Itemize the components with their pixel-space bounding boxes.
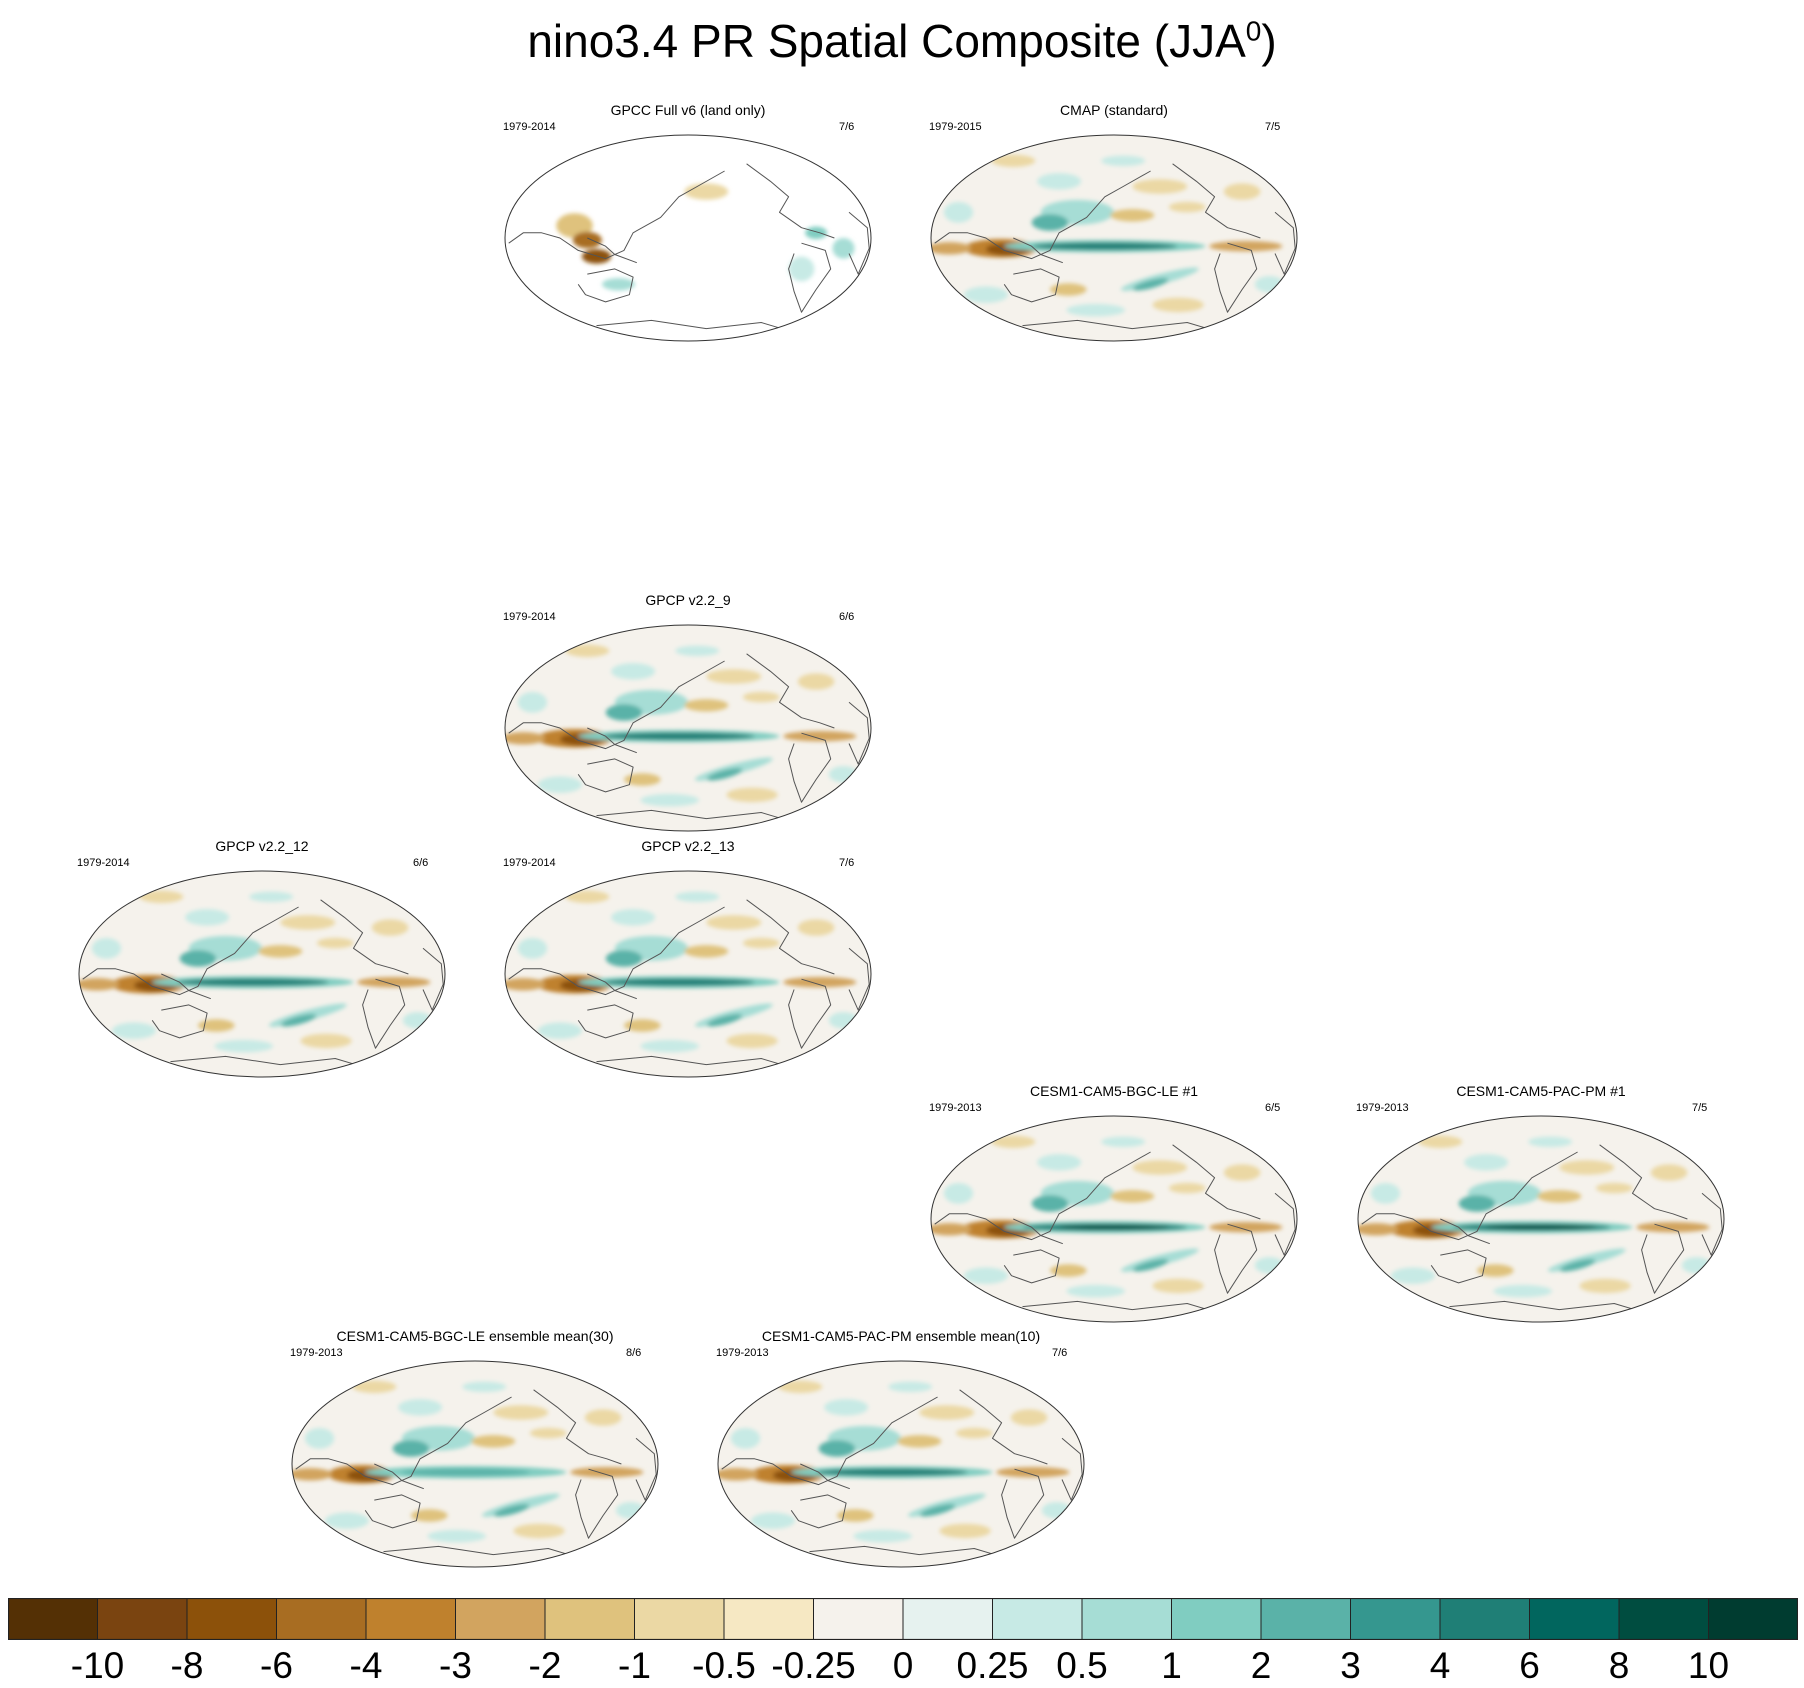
- map-border: [930, 1115, 1298, 1323]
- map-border: [504, 870, 872, 1078]
- page-title-text: nino3.4 PR Spatial Composite (JJA: [527, 15, 1246, 67]
- panel-ratio: 7/5: [1265, 121, 1281, 133]
- panel-title: GPCC Full v6 (land only): [610, 102, 766, 118]
- colorbar-tick-label: 1: [1161, 1645, 1182, 1686]
- page-title-superscript: 0: [1245, 15, 1262, 47]
- panel-years: 1979-2014: [77, 857, 130, 869]
- world-map: [78, 870, 446, 1078]
- panel-title: GPCP v2.2_12: [215, 838, 309, 854]
- panel-title: CMAP (standard): [1060, 102, 1168, 118]
- panel-ratio: 7/5: [1692, 1102, 1708, 1114]
- colorbar-swatch: [1350, 1598, 1441, 1640]
- panel-ratio: 7/6: [1052, 1347, 1068, 1359]
- colorbar-tick-label: -0.5: [692, 1645, 756, 1686]
- colorbar-tick-label: 0.25: [956, 1645, 1029, 1686]
- panel-ratio: 8/6: [626, 1347, 642, 1359]
- world-map: [291, 1360, 659, 1568]
- colorbar-swatch: [1171, 1598, 1262, 1640]
- panel-title: GPCP v2.2_13: [641, 838, 735, 854]
- colorbar-tick-label: 4: [1429, 1645, 1451, 1686]
- page-title: nino3.4 PR Spatial Composite (JJA0): [0, 10, 1804, 72]
- colorbar-tick-label: -0.25: [771, 1645, 856, 1686]
- map-panel: GPCC Full v6 (land only) 1979-2014 7/6: [503, 102, 873, 342]
- panel-title: GPCP v2.2_9: [645, 592, 731, 608]
- panel-years: 1979-2013: [290, 1347, 343, 1359]
- colorbar-swatch: [1082, 1598, 1172, 1640]
- colorbar-tick-label: 2: [1250, 1645, 1272, 1686]
- colorbar-swatch: [276, 1598, 367, 1640]
- panel-title: CESM1-CAM5-BGC-LE #1: [1029, 1083, 1199, 1099]
- map-panel: CESM1-CAM5-PAC-PM ensemble mean(10) 1979…: [716, 1328, 1086, 1568]
- colorbar-tick-label: -4: [349, 1645, 383, 1686]
- colorbar-swatch: [903, 1598, 993, 1640]
- panel-years: 1979-2013: [1356, 1102, 1409, 1114]
- colorbar-tick-label: 0.5: [1056, 1645, 1108, 1686]
- world-map: [1357, 1115, 1725, 1323]
- colorbar-tick-label: -1: [618, 1645, 651, 1686]
- colorbar-swatch: [455, 1598, 546, 1640]
- world-map: [504, 134, 872, 342]
- colorbar-swatch: [545, 1598, 635, 1640]
- panel-years: 1979-2014: [503, 121, 556, 133]
- panel-title: CESM1-CAM5-PAC-PM ensemble mean(10): [761, 1328, 1041, 1344]
- colorbar-swatch: [992, 1598, 1083, 1640]
- map-border: [78, 870, 446, 1078]
- colorbar-tick-label: 10: [1687, 1645, 1730, 1686]
- colorbar-swatch: [1708, 1598, 1798, 1640]
- world-map: [504, 624, 872, 832]
- map-panel: CESM1-CAM5-BGC-LE ensemble mean(30) 1979…: [290, 1328, 660, 1568]
- colorbar-swatch: [97, 1598, 188, 1640]
- colorbar-swatch: [366, 1598, 456, 1640]
- colorbar-swatch: [1440, 1598, 1530, 1640]
- world-map: [504, 870, 872, 1078]
- map-panel: GPCP v2.2_12 1979-2014 6/6: [77, 838, 447, 1078]
- page-title-close: ): [1261, 15, 1277, 67]
- colorbar: [8, 1598, 1798, 1640]
- panel-title: CESM1-CAM5-PAC-PM #1: [1456, 1083, 1626, 1099]
- panel-years: 1979-2013: [929, 1102, 982, 1114]
- colorbar-tick-label: -6: [260, 1645, 293, 1686]
- panel-years: 1979-2014: [503, 857, 556, 869]
- colorbar-swatch: [1619, 1598, 1709, 1640]
- map-panel: CESM1-CAM5-PAC-PM #1 1979-2013 7/5: [1356, 1083, 1726, 1323]
- map-border: [930, 134, 1298, 342]
- map-border: [291, 1360, 659, 1568]
- panel-ratio: 6/5: [1265, 1102, 1281, 1114]
- colorbar-swatch: [634, 1598, 725, 1640]
- colorbar-tick-label: 6: [1519, 1645, 1540, 1686]
- panel-ratio: 7/6: [839, 121, 855, 133]
- colorbar-swatch: [8, 1598, 98, 1640]
- map-panel: CMAP (standard) 1979-2015 7/5: [929, 102, 1299, 342]
- panel-ratio: 7/6: [839, 857, 855, 869]
- colorbar-swatch: [1261, 1598, 1351, 1640]
- colorbar-tick-label: 3: [1340, 1645, 1361, 1686]
- colorbar-tick-label: -8: [170, 1645, 204, 1686]
- map-border: [504, 134, 872, 342]
- colorbar-swatch: [724, 1598, 814, 1640]
- panel-years: 1979-2015: [929, 121, 982, 133]
- panel-years: 1979-2014: [503, 611, 556, 623]
- panel-ratio: 6/6: [839, 611, 855, 623]
- map-border: [504, 624, 872, 832]
- colorbar-labels: -10 -8 -6 -4 -3 -2 -1 -0.5 -0.25 0 0.25 0.5 1 2 3 4 6 8 10: [0, 1644, 1804, 1688]
- colorbar-tick-label: -3: [439, 1645, 472, 1686]
- colorbar-tick-label: -10: [70, 1645, 125, 1686]
- panel-title: CESM1-CAM5-BGC-LE ensemble mean(30): [336, 1328, 614, 1344]
- map-panel: GPCP v2.2_9 1979-2014 6/6: [503, 592, 873, 832]
- map-panel: CESM1-CAM5-BGC-LE #1 1979-2013 6/5: [929, 1083, 1299, 1323]
- colorbar-swatch: [813, 1598, 904, 1640]
- map-panel: GPCP v2.2_13 1979-2014 7/6: [503, 838, 873, 1078]
- map-border: [1357, 1115, 1725, 1323]
- colorbar-tick-label: -2: [528, 1645, 562, 1686]
- world-map: [930, 134, 1298, 342]
- panel-years: 1979-2013: [716, 1347, 769, 1359]
- world-map: [717, 1360, 1085, 1568]
- panel-ratio: 6/6: [413, 857, 429, 869]
- colorbar-tick-label: 8: [1608, 1645, 1630, 1686]
- world-map: [930, 1115, 1298, 1323]
- colorbar-swatch: [1529, 1598, 1620, 1640]
- map-border: [717, 1360, 1085, 1568]
- colorbar-swatch: [187, 1598, 277, 1640]
- colorbar-tick-label: 0: [892, 1645, 914, 1686]
